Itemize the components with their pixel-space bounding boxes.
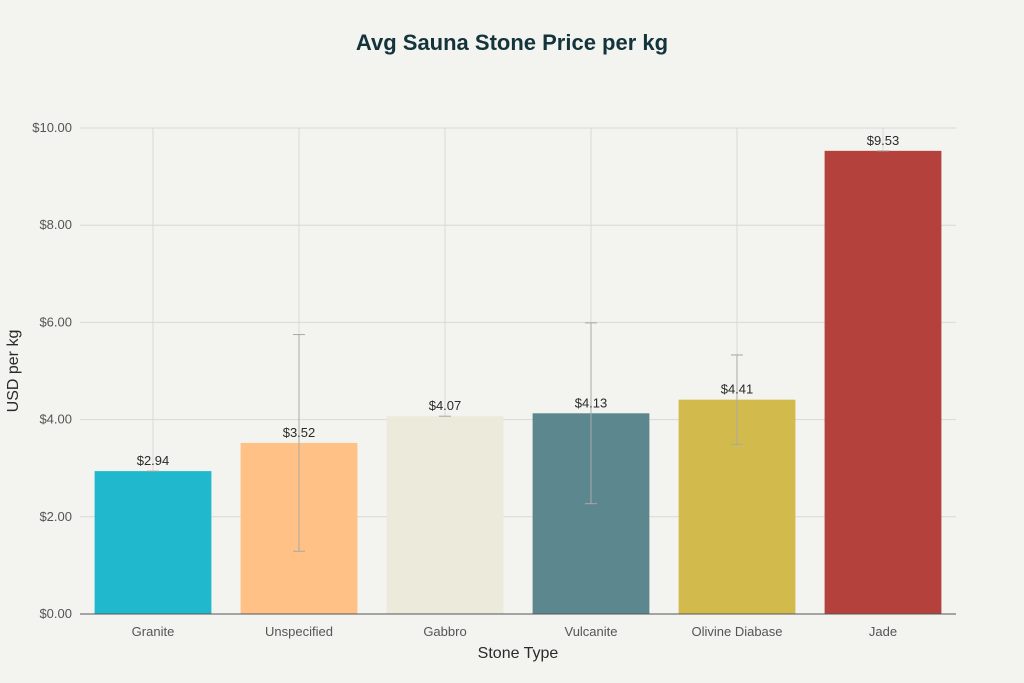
data-label: $4.07 [429, 398, 462, 413]
x-tick-label: Unspecified [265, 624, 333, 639]
x-tick-label: Olivine Diabase [691, 624, 782, 639]
data-label: $9.53 [867, 133, 900, 148]
y-tick-label: $2.00 [39, 509, 72, 524]
data-label: $4.13 [575, 395, 608, 410]
bar-granite [94, 471, 212, 614]
bars [94, 150, 942, 615]
data-label: $3.52 [283, 425, 316, 440]
chart-title: Avg Sauna Stone Price per kg [356, 30, 668, 55]
y-tick-label: $0.00 [39, 606, 72, 621]
y-tick-label: $4.00 [39, 412, 72, 427]
bar-gabbro [386, 416, 504, 614]
y-axis-ticks: $0.00 $2.00 $4.00 $6.00 $8.00 $10.00 [32, 120, 72, 621]
x-tick-label: Vulcanite [565, 624, 618, 639]
data-labels: $2.94 $3.52 $4.07 $4.13 $4.41 $9.53 [137, 133, 900, 468]
y-tick-label: $8.00 [39, 217, 72, 232]
data-label: $4.41 [721, 382, 754, 397]
x-tick-label: Gabbro [423, 624, 466, 639]
y-tick-label: $10.00 [32, 120, 72, 135]
x-axis-title: Stone Type [478, 645, 559, 662]
bar-jade [824, 150, 942, 615]
x-tick-label: Granite [132, 624, 175, 639]
x-tick-label: Jade [869, 624, 897, 639]
y-axis-title: USD per kg [5, 330, 22, 413]
error-bars [147, 150, 889, 552]
data-label: $2.94 [137, 453, 170, 468]
y-tick-label: $6.00 [39, 314, 72, 329]
x-axis-ticks: Granite Unspecified Gabbro Vulcanite Olivine… [132, 624, 897, 639]
